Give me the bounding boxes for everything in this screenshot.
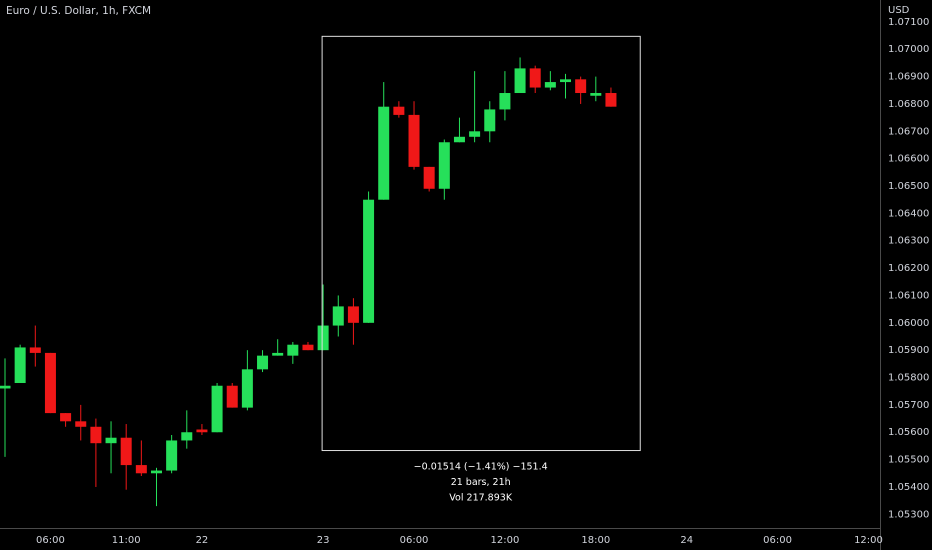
candle-body <box>226 385 238 408</box>
candle-body <box>44 352 56 414</box>
y-tick-label: 1.06000 <box>888 318 929 329</box>
candle-body <box>150 470 162 474</box>
candle-body <box>241 369 253 408</box>
x-tick-label: 06:00 <box>763 535 792 546</box>
candle-body <box>453 136 465 143</box>
x-tick-label: 06:00 <box>400 535 429 546</box>
y-tick-label: 1.05600 <box>888 427 929 438</box>
candle-body <box>29 347 41 353</box>
candle-body <box>0 385 11 389</box>
candle-body <box>302 344 314 351</box>
y-tick-label: 1.06600 <box>888 154 929 165</box>
y-tick-label: 1.05900 <box>888 345 929 356</box>
candle-body <box>408 114 420 167</box>
y-tick-label: 1.06700 <box>888 126 929 137</box>
y-tick-label: 1.06200 <box>888 263 929 274</box>
candle-body <box>317 325 329 351</box>
candle-body <box>514 68 526 94</box>
candle-body <box>196 429 208 433</box>
y-tick-label: 1.05500 <box>888 455 929 466</box>
candle-body <box>181 432 193 441</box>
y-tick-label: 1.05400 <box>888 482 929 493</box>
candle-body <box>211 385 223 433</box>
candle-body <box>393 106 405 115</box>
x-tick-label: 18:00 <box>581 535 610 546</box>
candle-body <box>378 106 390 200</box>
plot-area <box>0 57 617 507</box>
axis-unit: USD <box>888 5 910 16</box>
x-tick-label: 12:00 <box>854 535 883 546</box>
measure-label: 21 bars, 21h <box>451 477 511 488</box>
candle-body <box>135 465 147 474</box>
candle-body <box>529 68 541 88</box>
y-tick-label: 1.07100 <box>888 17 929 28</box>
x-tick-label: 12:00 <box>490 535 519 546</box>
y-tick-label: 1.06500 <box>888 181 929 192</box>
y-tick-label: 1.06900 <box>888 72 929 83</box>
candle-body <box>60 413 72 422</box>
candle-body <box>75 421 87 427</box>
x-tick-label: 24 <box>680 535 693 546</box>
candle-body <box>438 142 450 189</box>
y-tick-label: 1.06800 <box>888 99 929 110</box>
y-tick-label: 1.06400 <box>888 208 929 219</box>
y-tick-label: 1.05300 <box>888 509 929 520</box>
candle-body <box>257 355 269 370</box>
measure-label: −0.01514 (−1.41%) −151.4 <box>414 462 548 473</box>
candle-body <box>560 79 572 83</box>
candle-body <box>166 440 178 471</box>
candle-body <box>484 109 496 132</box>
x-tick-label: 11:00 <box>112 535 141 546</box>
candle-body <box>544 82 556 88</box>
candle-body <box>105 437 117 444</box>
y-tick-label: 1.05800 <box>888 373 929 384</box>
candle-body <box>499 93 511 110</box>
y-tick-label: 1.07000 <box>888 44 929 55</box>
candle-body <box>347 306 359 323</box>
candle-body <box>332 306 344 326</box>
candle-body <box>363 199 375 323</box>
candle-body <box>287 344 299 356</box>
candle-body <box>272 352 284 356</box>
candle-body <box>14 347 26 384</box>
candle-body <box>590 93 602 96</box>
candle-body <box>120 437 132 466</box>
candle-body <box>423 166 435 189</box>
candle-body <box>469 131 481 137</box>
candle-body <box>605 93 617 107</box>
candle-body <box>575 79 587 94</box>
y-tick-label: 1.06100 <box>888 290 929 301</box>
x-tick-label: 23 <box>317 535 330 546</box>
chart-title: Euro / U.S. Dollar, 1h, FXCM <box>6 5 151 17</box>
measure-box <box>321 35 641 452</box>
measure-label: Vol 217.893K <box>449 493 513 504</box>
y-tick-label: 1.05700 <box>888 400 929 411</box>
candle-body <box>90 426 102 444</box>
x-tick-label: 22 <box>196 535 209 546</box>
y-tick-label: 1.06300 <box>888 236 929 247</box>
x-tick-label: 06:00 <box>36 535 65 546</box>
